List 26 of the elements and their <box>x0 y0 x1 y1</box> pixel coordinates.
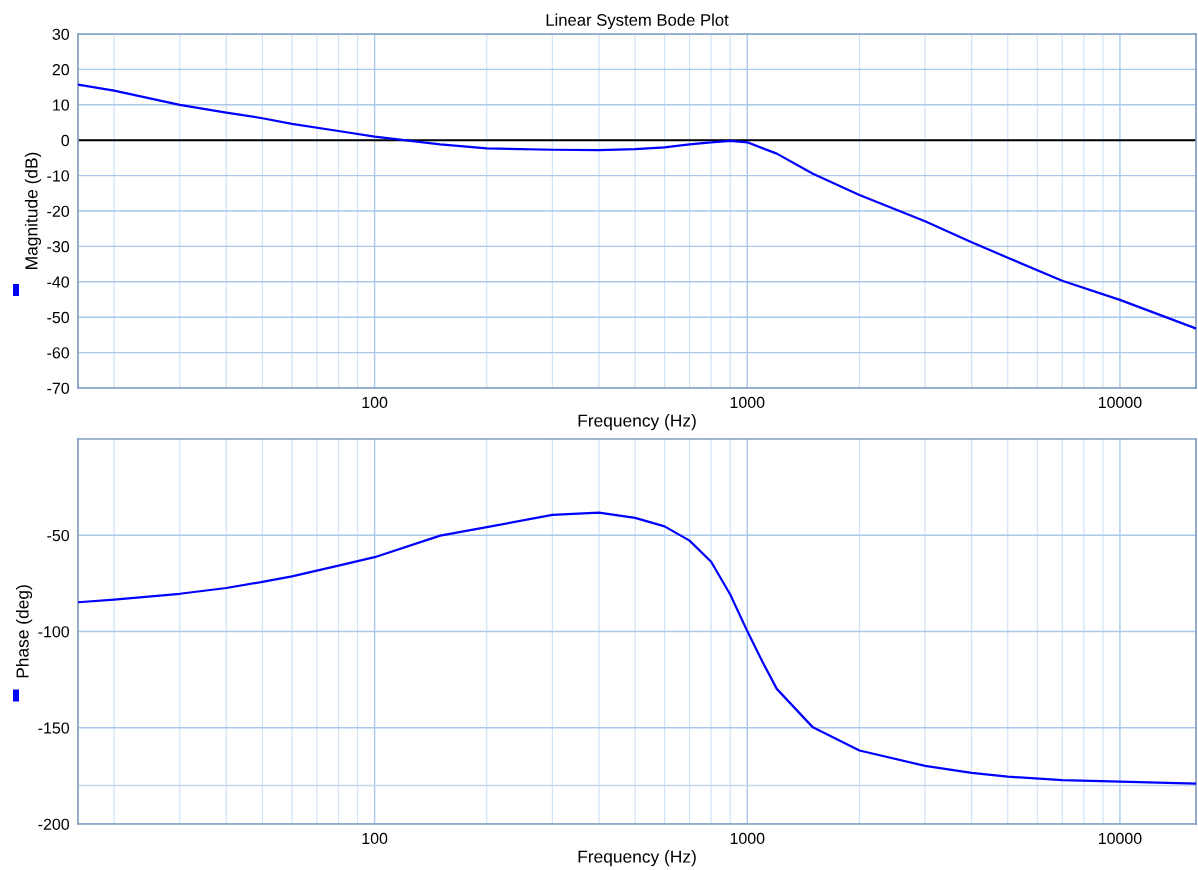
x-tick-label: 10000 <box>1098 832 1142 845</box>
y-axis-title: Phase (deg) <box>15 585 33 678</box>
x-tick-label: 10000 <box>1098 396 1142 409</box>
x-tick-label: 100 <box>362 396 388 409</box>
y-tick-label: -40 <box>47 276 70 288</box>
chart-title: Linear System Bode Plot <box>546 13 729 30</box>
y-tick-label: 20 <box>52 64 70 76</box>
y-tick-label: -70 <box>47 382 70 394</box>
y-axis-title: Magnitude (dB) <box>24 152 42 269</box>
y-tick-label: -20 <box>47 205 70 217</box>
y-tick-label: -150 <box>38 722 70 734</box>
x-tick-label: 100 <box>362 832 388 845</box>
x-tick-label: 1000 <box>730 396 765 409</box>
y-tick-label: -200 <box>38 818 70 830</box>
y-tick-label: 0 <box>61 134 70 147</box>
y-tick-label: -10 <box>47 170 70 182</box>
y-tick-label: -50 <box>47 311 70 324</box>
y-tick-label: 10 <box>53 99 70 111</box>
y-tick-label: 30 <box>52 28 70 40</box>
x-axis-title: Frequency (Hz) <box>578 414 696 431</box>
y-tick-label: -50 <box>47 529 70 542</box>
x-axis-title: Frequency (Hz) <box>578 850 696 867</box>
x-tick-label: 1000 <box>730 832 765 845</box>
y-tick-label: -60 <box>47 347 70 359</box>
y-tick-label: -30 <box>47 241 70 253</box>
y-tick-label: -100 <box>38 626 70 638</box>
